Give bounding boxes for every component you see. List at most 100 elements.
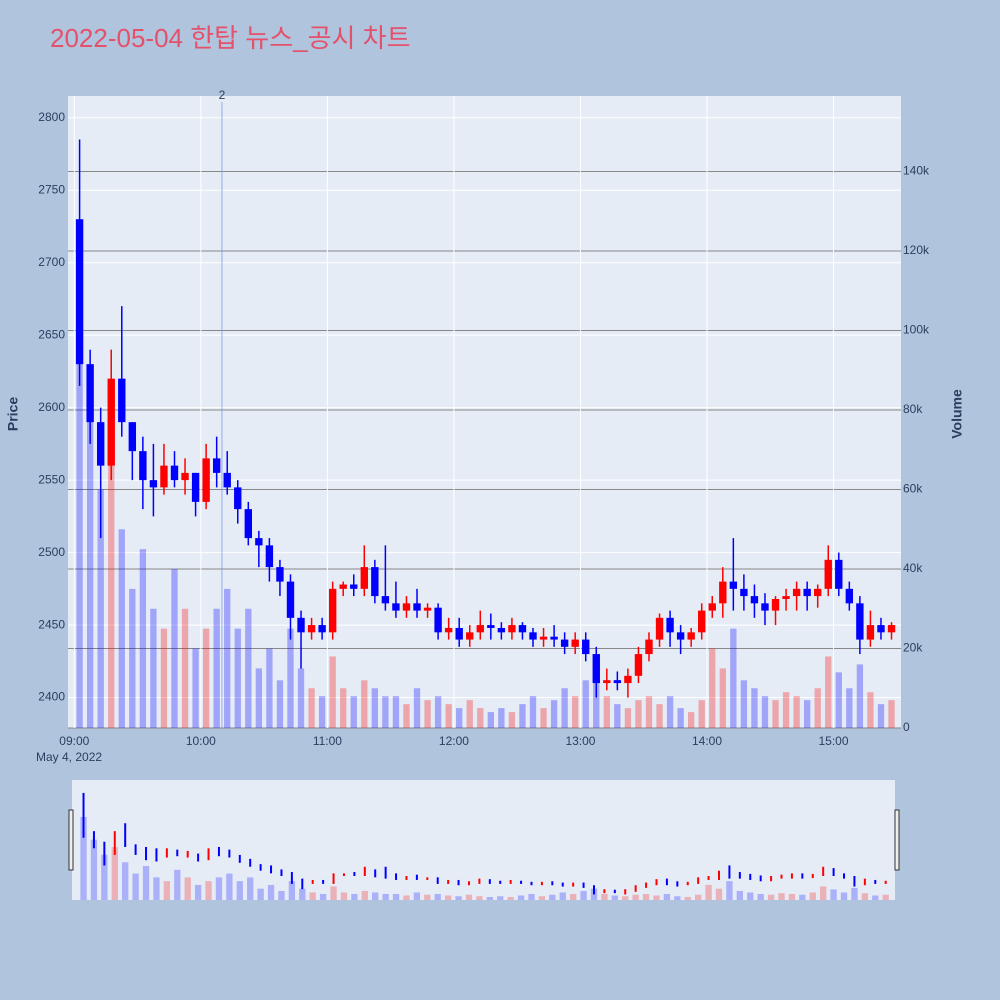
range-slider[interactable] [72, 780, 895, 900]
candle-body [719, 581, 727, 604]
candle-body [761, 603, 769, 611]
volume-bar [413, 688, 421, 728]
candle-body [328, 588, 337, 633]
candle-body [149, 480, 158, 488]
y2-tick-label: 60k [903, 482, 923, 496]
mini-volume-bar [288, 881, 296, 900]
candle-body [381, 596, 390, 604]
volume-bar [224, 588, 231, 728]
volume-bar [856, 664, 864, 728]
candle-body [202, 458, 210, 502]
volume-bar [498, 708, 505, 728]
candle-body [592, 654, 600, 684]
mini-volume-bar [309, 892, 316, 900]
volume-bar [308, 688, 315, 728]
volume-bar [793, 696, 800, 728]
volume-bar [150, 608, 157, 728]
mini-volume-bar [788, 893, 796, 900]
volume-bar [297, 668, 305, 728]
mini-volume-bar [413, 892, 421, 900]
volume-bar [561, 688, 568, 728]
volume-bar [255, 668, 263, 728]
mini-volume-bar [205, 881, 212, 900]
volume-bar [814, 688, 821, 728]
y-tick-label: 2700 [38, 255, 65, 269]
mini-volume-bar [809, 892, 816, 900]
candle-body [887, 625, 896, 633]
volume-bar [751, 688, 758, 728]
slider-handle[interactable] [68, 809, 74, 871]
x-tick-label: 10:00 [186, 734, 216, 748]
mini-volume-bar [361, 890, 368, 900]
y-tick-label: 2450 [38, 617, 65, 631]
candle-body [286, 581, 295, 618]
volume-bar [603, 696, 610, 728]
candle-body [792, 588, 801, 597]
candle-body [423, 607, 432, 611]
mini-volume-bar [674, 896, 681, 900]
mini-volume-bar [153, 877, 160, 900]
mini-volume-bar [684, 896, 691, 900]
volume-bar [392, 696, 400, 728]
mini-volume-bar [351, 893, 358, 900]
candle-body [107, 378, 115, 466]
slider-handle[interactable] [894, 809, 900, 871]
y-tick-label: 2500 [38, 545, 65, 559]
candle-body [434, 607, 442, 633]
y2-tick-label: 100k [903, 323, 930, 337]
mini-volume-bar [778, 893, 785, 900]
mini-volume-bar [653, 895, 660, 900]
volume-bar [108, 449, 115, 728]
mini-volume-bar [330, 886, 337, 900]
candle-body [529, 632, 537, 640]
mini-volume-bar [528, 893, 535, 900]
plot-area [68, 96, 901, 728]
candle-body [455, 627, 463, 640]
mini-volume-bar [569, 893, 577, 900]
volume-bar [445, 704, 452, 728]
candle-body [392, 603, 400, 611]
mini-volume-bar [226, 873, 233, 900]
volume-bar [635, 700, 642, 728]
mini-volume-bar [122, 862, 129, 900]
mini-volume-bar [465, 894, 473, 900]
volume-bar [719, 668, 726, 728]
chart-title: 2022-05-04 한탑 뉴스_공시 차트 [50, 23, 411, 53]
volume-bar [624, 708, 632, 728]
volume-bar [540, 708, 547, 728]
candle-body [466, 632, 474, 640]
volume-bar [434, 696, 442, 728]
mini-volume-bar [215, 877, 223, 900]
candle-body [118, 378, 126, 423]
y2-tick-label: 40k [903, 561, 923, 575]
candle-body [497, 627, 506, 633]
volume-bar [677, 708, 684, 728]
mini-volume-bar [632, 894, 639, 900]
x-tick-label: 14:00 [692, 734, 722, 748]
date-label: May 4, 2022 [36, 750, 102, 764]
volume-bar [171, 569, 178, 728]
volume-bar [772, 700, 779, 728]
x-tick-label: 13:00 [565, 734, 595, 748]
mini-volume-bar [278, 890, 285, 900]
candle-body [866, 625, 875, 640]
mini-volume-bar [872, 895, 879, 900]
candle-body [339, 584, 347, 589]
candle-body [560, 639, 569, 647]
volume-bar [477, 708, 484, 728]
volume-bar [835, 672, 842, 728]
mini-volume-bar [757, 893, 764, 900]
volume-bar [761, 696, 769, 728]
mini-volume-bar [476, 896, 483, 900]
candle-body [413, 603, 421, 611]
candle-body [181, 472, 189, 481]
mini-volume-bar [132, 873, 139, 900]
volume-bar [888, 700, 895, 728]
mini-volume-bar [392, 893, 400, 900]
volume-bar [97, 489, 104, 728]
candle-body [824, 559, 832, 589]
x-tick-label: 12:00 [439, 734, 469, 748]
candle-body [666, 617, 674, 633]
mini-volume-bar [559, 892, 566, 900]
